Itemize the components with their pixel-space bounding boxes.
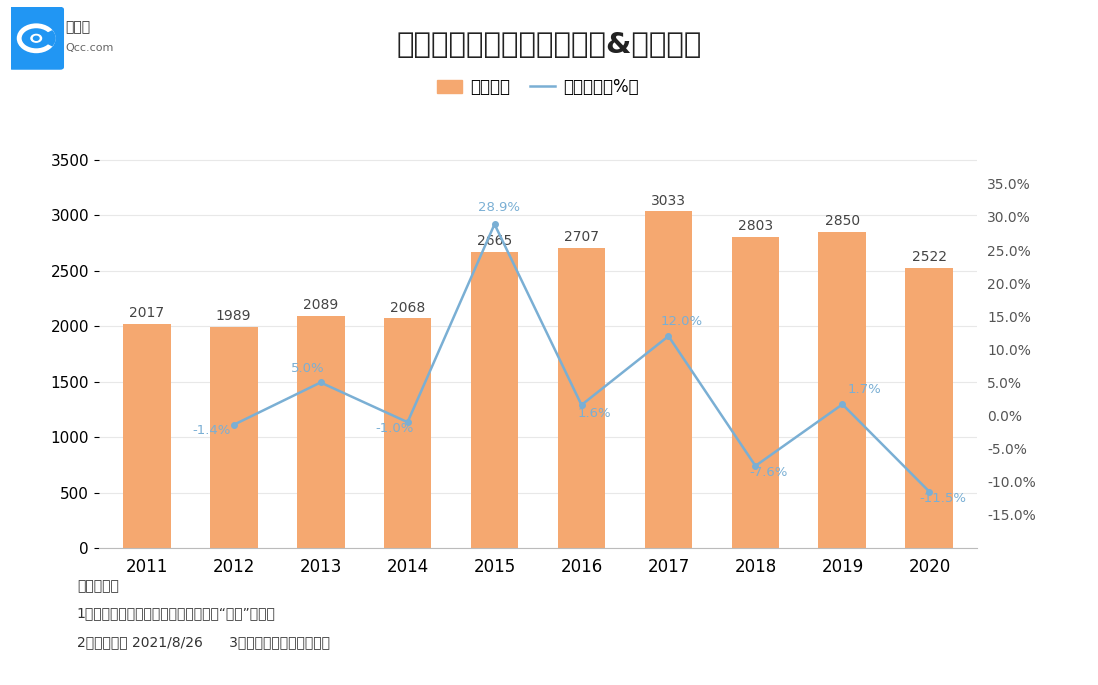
- Bar: [645, 212, 693, 548]
- Text: 2522: 2522: [911, 250, 946, 264]
- Text: 1、仅统计企业名、产品、经营范围含“月饼”的企业: 1、仅统计企业名、产品、经营范围含“月饼”的企业: [77, 606, 276, 620]
- Text: 2089: 2089: [303, 298, 338, 312]
- Text: 企查查: 企查查: [65, 20, 90, 34]
- Circle shape: [31, 34, 42, 42]
- FancyBboxPatch shape: [9, 7, 64, 70]
- Text: Qcc.com: Qcc.com: [65, 43, 114, 53]
- Bar: [210, 327, 258, 548]
- Bar: [731, 237, 780, 548]
- Text: -7.6%: -7.6%: [749, 466, 787, 479]
- Circle shape: [33, 36, 40, 40]
- Text: 2850: 2850: [825, 214, 860, 228]
- Text: 2707: 2707: [564, 229, 600, 244]
- Legend: 单位：家, 同比增长（%）: 单位：家, 同比增长（%）: [430, 72, 646, 103]
- Text: 数据说明：: 数据说明：: [77, 579, 119, 593]
- Text: 2、统计时间 2021/8/26      3、以上数据来源：企查查: 2、统计时间 2021/8/26 3、以上数据来源：企查查: [77, 636, 329, 649]
- Text: -1.0%: -1.0%: [376, 423, 414, 436]
- Text: 12.0%: 12.0%: [661, 315, 703, 328]
- Text: 2017: 2017: [130, 306, 165, 321]
- Text: 1.7%: 1.7%: [848, 384, 881, 397]
- Text: 近十年月饼相关企业注册量&增长趋势: 近十年月饼相关企业注册量&增长趋势: [396, 31, 702, 59]
- Text: 3033: 3033: [651, 194, 686, 208]
- Text: 28.9%: 28.9%: [478, 201, 519, 214]
- Text: -11.5%: -11.5%: [919, 492, 966, 505]
- Bar: [296, 316, 345, 548]
- Text: 5.0%: 5.0%: [291, 362, 324, 375]
- Bar: [123, 324, 170, 548]
- Text: -1.4%: -1.4%: [192, 424, 231, 437]
- Bar: [471, 252, 518, 548]
- Bar: [383, 319, 432, 548]
- Bar: [906, 268, 953, 548]
- Text: 2068: 2068: [390, 301, 425, 314]
- Bar: [818, 232, 866, 548]
- Text: 1.6%: 1.6%: [578, 406, 612, 419]
- Text: 2803: 2803: [738, 219, 773, 233]
- Bar: [558, 247, 605, 548]
- Wedge shape: [46, 30, 56, 47]
- Text: 1989: 1989: [216, 310, 251, 323]
- Text: 2665: 2665: [477, 234, 512, 249]
